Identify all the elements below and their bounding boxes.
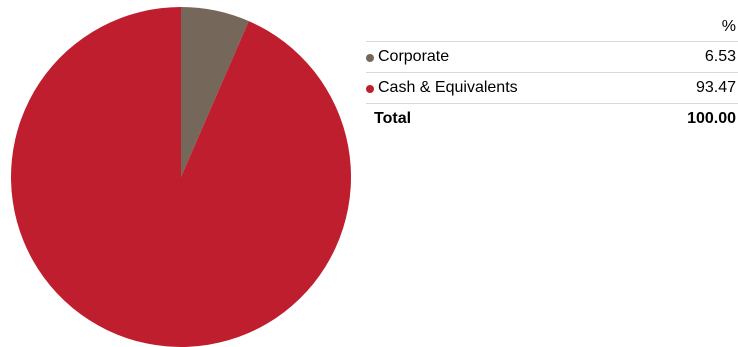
legend-label: Corporate xyxy=(378,48,450,65)
cash-swatch-icon xyxy=(366,85,374,93)
unit-header: % xyxy=(721,18,736,35)
legend-row-cash: Cash & Equivalents 93.47 xyxy=(366,73,738,104)
legend-value: 93.47 xyxy=(695,79,736,96)
legend-header-row: % xyxy=(366,12,738,42)
corporate-swatch-icon xyxy=(366,54,374,62)
legend-row-corporate: Corporate 6.53 xyxy=(366,42,738,73)
pie-slice-cash-equivalents xyxy=(10,7,351,347)
legend-label: Cash & Equivalents xyxy=(378,79,518,96)
legend-total-row: Total 100.00 xyxy=(366,104,738,134)
legend-value: 6.53 xyxy=(704,48,736,65)
total-label: Total xyxy=(374,110,412,127)
pie-chart xyxy=(10,7,351,347)
total-value: 100.00 xyxy=(687,110,736,127)
pie-slice-corporate xyxy=(181,7,249,177)
legend-table: % Corporate 6.53 Cash & Equivalents 93.4… xyxy=(366,12,738,134)
